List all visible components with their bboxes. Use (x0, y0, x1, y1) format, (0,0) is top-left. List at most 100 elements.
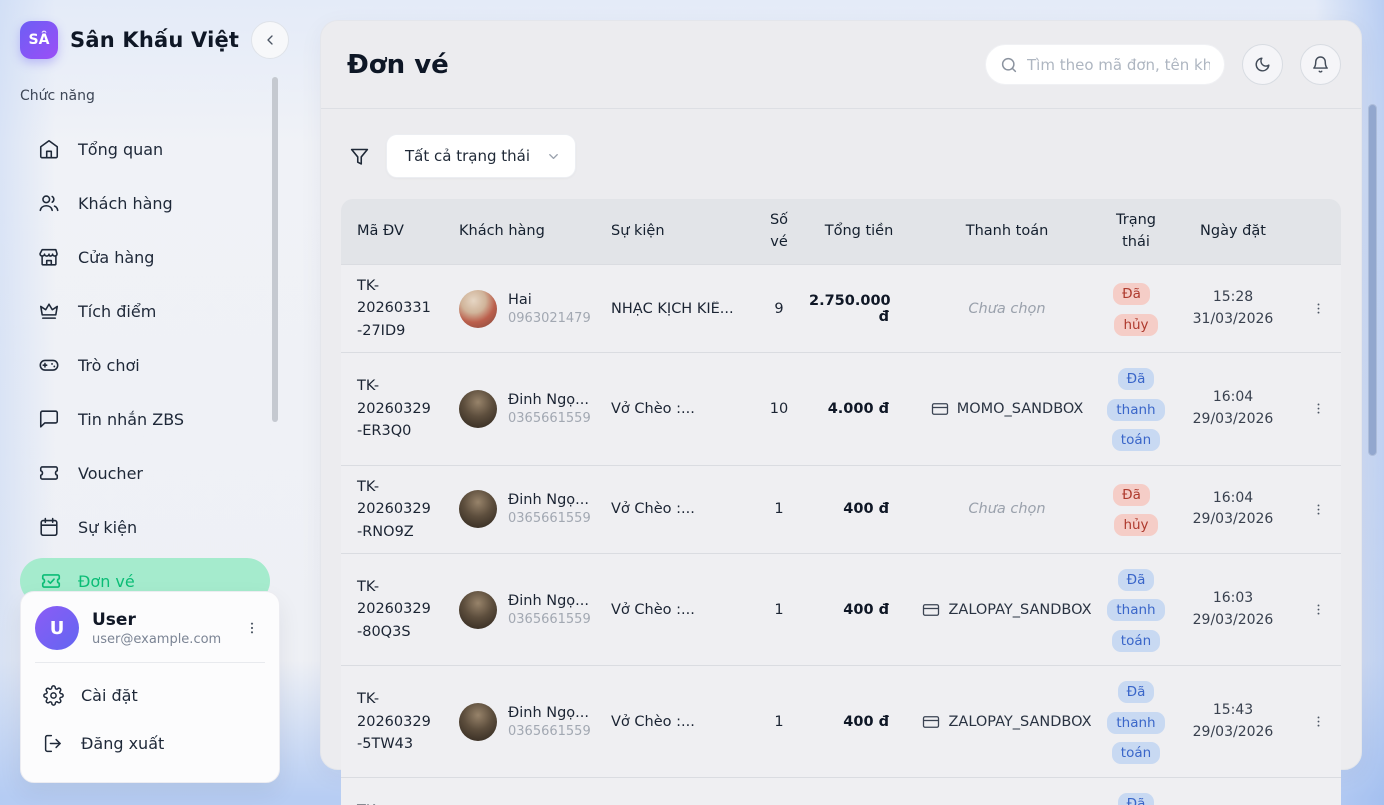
table-row[interactable]: TK-20260329-80Q3S Đinh Ngọ... 0365661559… (341, 552, 1341, 666)
status-badge: Đã thanh toán (1107, 681, 1165, 764)
sidebar-item-tich-diem[interactable]: Tích điểm (0, 284, 302, 338)
sidebar-item-su-kien[interactable]: Sự kiện (0, 500, 302, 554)
credit-card-icon (922, 601, 940, 619)
sidebar-item-khach-hang[interactable]: Khách hàng (0, 176, 302, 230)
sidebar-item-label: Cửa hàng (78, 247, 155, 267)
ticket-count: 10 (769, 400, 789, 417)
order-id: TK-20260329-5TW43 (357, 691, 431, 752)
search-box (985, 44, 1225, 85)
sidebar-nav: Tổng quan Khách hàng Cửa hàng Tích điểm … (0, 122, 302, 604)
col-header-id: Mã ĐV (357, 222, 404, 239)
ticket-count: 1 (774, 713, 784, 730)
home-icon (38, 138, 60, 160)
user-menu-button[interactable] (239, 615, 265, 641)
sidebar-collapse-button[interactable] (251, 21, 290, 59)
sidebar-item-label: Tin nhắn ZBS (78, 409, 185, 429)
sidebar-item-label: Sự kiện (78, 517, 138, 537)
event-name: Vở Chèo :... (611, 400, 695, 417)
gamepad-icon (38, 354, 60, 376)
col-header-date: Ngày đặt (1200, 222, 1266, 239)
status-badge: Đã thanh toán (1107, 793, 1165, 805)
table-header-row: Mã ĐV Khách hàng Sự kiện Số vé Tổng tiền… (341, 199, 1341, 264)
event-name: Vở Chèo :... (611, 601, 695, 618)
search-input[interactable] (1027, 55, 1210, 74)
sidebar-item-tro-choi[interactable]: Trò chơi (0, 338, 302, 392)
main-header: Đơn vé (321, 21, 1361, 109)
customer-cell: Đinh Ngọ... 0365661559 (453, 702, 605, 741)
customer-name: Đinh Ngọ... (508, 391, 590, 408)
payment-method: ZALOPAY_SANDBOX (915, 713, 1099, 731)
table-row[interactable]: TK-20260329-5TW43 Đinh Ngọ... 0365661559… (341, 665, 1341, 778)
customer-name: Đinh Ngọ... (508, 592, 590, 609)
row-actions-button[interactable] (1304, 395, 1332, 423)
col-header-event: Sự kiện (611, 222, 665, 239)
sidebar-item-tin-nhan-zbs[interactable]: Tin nhắn ZBS (0, 392, 302, 446)
event-name: NHẠC KỊCH KIỂ... (611, 300, 734, 317)
table-row[interactable]: TK-20260329-ER3Q0 Đinh Ngọ... 0365661559… (341, 352, 1341, 465)
logout-label: Đăng xuất (81, 733, 165, 753)
sidebar-item-label: Khách hàng (78, 193, 173, 213)
user-card: U User user@example.com Cài đặt Đăng xuấ… (20, 591, 280, 783)
table-row[interactable]: TK-20260329-MOSHR Đinh Ngọ... 0365661559… (341, 777, 1341, 805)
customer-photo (459, 702, 497, 741)
col-header-tickets: Số vé (769, 212, 789, 250)
sidebar-item-cua-hang[interactable]: Cửa hàng (0, 230, 302, 284)
dots-vertical-icon (1311, 502, 1326, 517)
payment-method: Chưa chọn (968, 501, 1046, 518)
user-avatar: U (35, 606, 79, 650)
ticket-count: 1 (774, 601, 784, 618)
users-icon (38, 192, 60, 214)
sidebar-section-label: Chức năng (20, 88, 95, 104)
order-total: 4.000 đ (827, 400, 889, 417)
table-row[interactable]: TK-20260331-27ID9 Hai 0963021479 NHẠC KỊ… (341, 264, 1341, 353)
row-actions-button[interactable] (1304, 495, 1332, 523)
order-total: 2.750.000 đ (809, 292, 891, 325)
order-id: TK-20260331-27ID9 (357, 278, 431, 339)
calendar-icon (38, 516, 60, 538)
row-actions-button[interactable] (1304, 596, 1332, 624)
customer-photo (459, 389, 497, 428)
customer-phone: 0365661559 (508, 511, 591, 527)
user-name: User (92, 609, 136, 630)
chevron-left-icon (262, 32, 278, 48)
sidebar-item-tong-quan[interactable]: Tổng quan (0, 122, 302, 176)
sidebar-item-label: Voucher (78, 463, 143, 483)
page-title: Đơn vé (347, 49, 449, 80)
event-name: Vở Chèo :... (611, 501, 695, 518)
order-id: TK-20260329-ER3Q0 (357, 378, 431, 440)
brand-title: Sân Khấu Việt (70, 28, 240, 52)
user-email: user@example.com (92, 631, 222, 647)
sidebar-scrollbar[interactable] (272, 77, 278, 422)
order-datetime: 15:28 31/03/2026 (1192, 289, 1274, 327)
order-total: 400 đ (843, 501, 889, 518)
customer-cell: Đinh Ngọ... 0365661559 (453, 490, 605, 529)
customer-photo (459, 289, 497, 328)
sidebar-item-voucher[interactable]: Voucher (0, 446, 302, 500)
customer-name: Hai (508, 291, 532, 308)
bell-icon (1311, 55, 1330, 74)
main-panel: Đơn vé Tất cả trạ (320, 20, 1362, 805)
filter-row: Tất cả trạng thái (349, 134, 1361, 178)
gear-icon (43, 684, 64, 706)
dark-mode-button[interactable] (1242, 44, 1283, 85)
status-badge: Đã thanh toán (1107, 568, 1165, 652)
order-id: TK-20260329-RNO9Z (357, 478, 431, 540)
sidebar: SÂ Sân Khấu Việt Chức năng Tổng quan Khá… (0, 0, 302, 805)
search-icon (1000, 56, 1018, 74)
ticket-check-icon (40, 570, 62, 592)
row-actions-button[interactable] (1304, 295, 1332, 323)
row-actions-button[interactable] (1304, 708, 1332, 736)
customer-cell: Đinh Ngọ... 0365661559 (453, 389, 605, 428)
credit-card-icon (922, 713, 940, 731)
status-filter-dropdown[interactable]: Tất cả trạng thái (386, 134, 576, 178)
order-datetime: 16:04 29/03/2026 (1192, 489, 1274, 528)
logout-button[interactable]: Đăng xuất (35, 719, 265, 767)
page-scrollbar[interactable] (1368, 104, 1377, 456)
col-header-status: Trạng thái (1116, 212, 1156, 250)
notifications-button[interactable] (1300, 44, 1341, 85)
order-datetime: 16:04 29/03/2026 (1192, 389, 1274, 427)
payment-method: MOMO_SANDBOX (915, 400, 1099, 418)
table-row[interactable]: TK-20260329-RNO9Z Đinh Ngọ... 0365661559… (341, 464, 1341, 553)
settings-button[interactable]: Cài đặt (35, 671, 265, 719)
col-header-customer: Khách hàng (459, 222, 545, 239)
